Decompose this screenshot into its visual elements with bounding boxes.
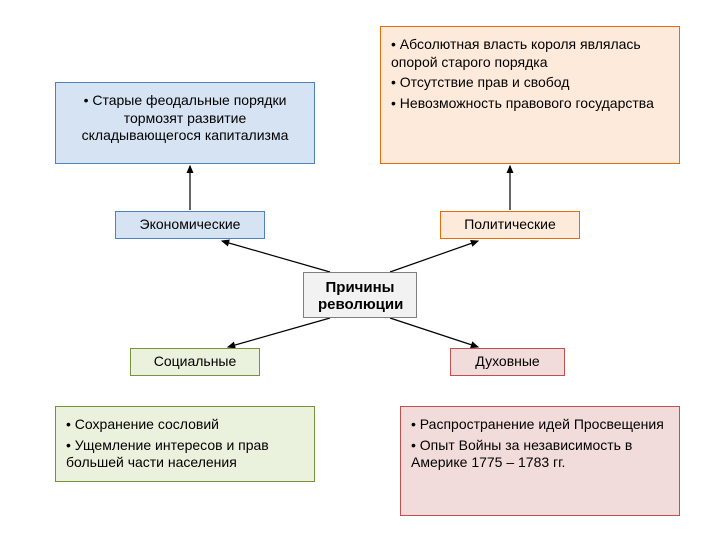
political-details-box: • Абсолютная власть короля являлась опор… xyxy=(380,26,680,164)
bullet-item: • Отсутствие прав и свобод xyxy=(391,74,669,92)
bullet-item: • Невозможность правового государства xyxy=(391,95,669,113)
social-category-label: Социальные xyxy=(130,348,260,376)
bullet-item: • Опыт Войны за независимость в Америке … xyxy=(411,437,669,472)
center-text: Причиныреволюции xyxy=(318,279,403,313)
spiritual-details-box: • Распространение идей Просвещения • Опыт… xyxy=(400,406,680,516)
political-category-label: Политические xyxy=(440,211,580,239)
bullet-item: • Старые феодальные порядки тормозят раз… xyxy=(66,92,304,145)
social-details-box: • Сохранение сословий • Ущемление интерес… xyxy=(55,406,315,482)
bullet-item: • Распространение идей Просвещения xyxy=(411,416,669,434)
social-category-text: Социальные xyxy=(154,353,237,369)
spiritual-category-label: Духовные xyxy=(450,348,565,376)
political-category-text: Политические xyxy=(464,216,556,232)
center-box: Причиныреволюции xyxy=(303,272,417,318)
economic-category-text: Экономические xyxy=(140,216,241,232)
economic-category-label: Экономические xyxy=(115,211,265,239)
bullet-item: • Ущемление интересов и прав большей час… xyxy=(66,437,304,472)
bullet-item: • Сохранение сословий xyxy=(66,416,304,434)
economic-details-box: • Старые феодальные порядки тормозят раз… xyxy=(55,82,315,164)
spiritual-category-text: Духовные xyxy=(475,353,539,369)
bullet-item: • Абсолютная власть короля являлась опор… xyxy=(391,36,669,71)
